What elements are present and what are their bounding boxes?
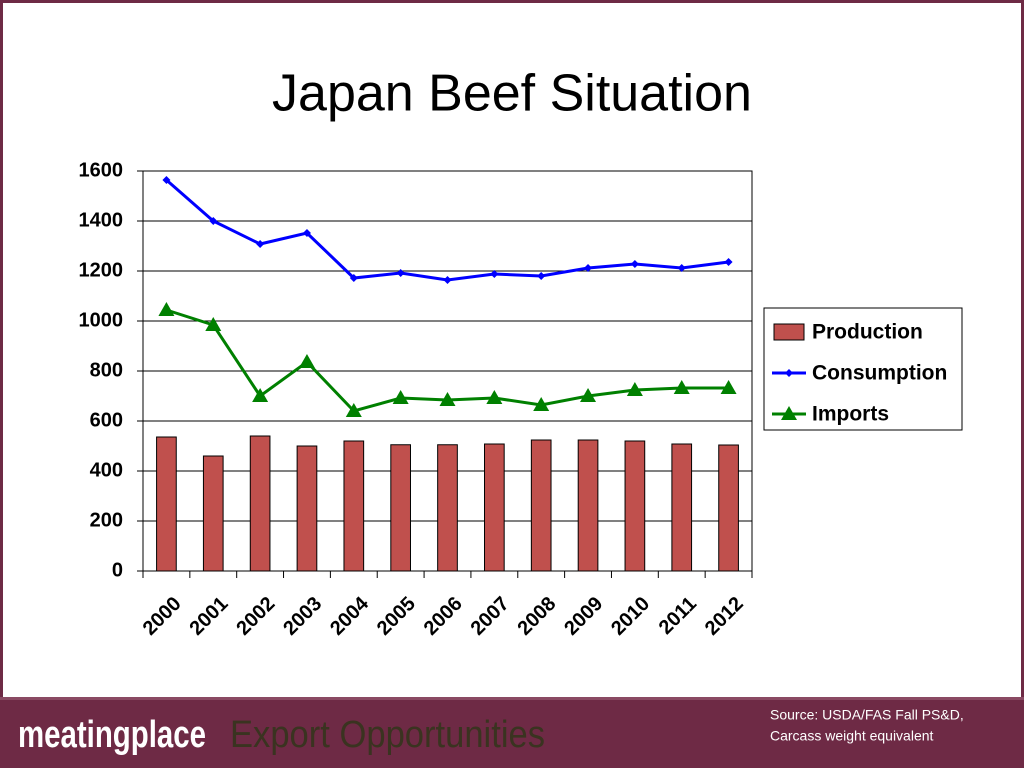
bar <box>249 435 271 572</box>
line-marker <box>298 354 315 368</box>
legend-label: Production <box>812 321 923 344</box>
bar <box>390 444 411 572</box>
y-tick-label: 1200 <box>79 259 124 281</box>
bar <box>577 439 599 572</box>
y-tick-label: 1000 <box>79 309 124 331</box>
line-marker <box>630 260 639 268</box>
line-marker <box>673 380 690 394</box>
legend-label: Imports <box>812 403 889 426</box>
footer-source: Source: USDA/FAS Fall PS&D, <box>770 707 964 723</box>
y-tick-label: 600 <box>90 409 123 431</box>
bar <box>437 444 458 572</box>
footer-source: Carcass weight equivalent <box>770 728 934 744</box>
legend-label: Consumption <box>812 362 947 385</box>
line-marker <box>584 264 593 272</box>
line-marker <box>392 390 409 404</box>
bar <box>156 436 177 572</box>
y-tick-label: 800 <box>90 359 123 381</box>
line-marker <box>580 388 597 402</box>
y-tick-label: 400 <box>90 459 123 481</box>
bar <box>624 440 646 572</box>
line-marker <box>205 317 222 331</box>
line-marker <box>626 382 643 396</box>
legend-marker <box>781 406 797 420</box>
y-tick-label: 200 <box>90 509 123 531</box>
chart-title: Japan Beef Situation <box>272 65 752 123</box>
y-tick-label: 1400 <box>79 209 124 231</box>
line-marker <box>720 380 737 394</box>
line-marker <box>252 388 269 402</box>
line-marker <box>158 302 175 316</box>
line-marker <box>439 392 456 406</box>
line-marker <box>302 229 311 237</box>
line-marker <box>677 264 686 272</box>
line-marker <box>209 217 218 225</box>
legend-swatch <box>773 323 805 341</box>
legend-marker <box>785 369 793 377</box>
footer-band <box>0 697 1024 768</box>
y-tick-label: 0 <box>112 559 123 581</box>
bar <box>671 443 693 572</box>
bar <box>484 443 505 572</box>
line-marker <box>533 397 550 411</box>
footer-rule <box>0 697 1024 700</box>
footer-tagline: Export Opportunities <box>230 714 545 756</box>
line-marker <box>345 403 362 417</box>
bar <box>296 445 318 572</box>
bar <box>530 439 552 572</box>
y-tick-label: 1600 <box>79 159 124 181</box>
line-marker <box>537 272 546 280</box>
line-marker <box>490 270 499 278</box>
bar <box>202 455 224 572</box>
line-marker <box>443 276 452 284</box>
bar <box>718 444 739 572</box>
bar <box>343 440 365 572</box>
line-marker <box>349 274 358 282</box>
line-marker <box>724 258 733 266</box>
line-marker <box>256 240 265 248</box>
line-marker <box>486 390 503 404</box>
footer-brand: meatingplace <box>18 714 206 756</box>
line-marker <box>162 176 171 184</box>
line-marker <box>396 269 405 277</box>
